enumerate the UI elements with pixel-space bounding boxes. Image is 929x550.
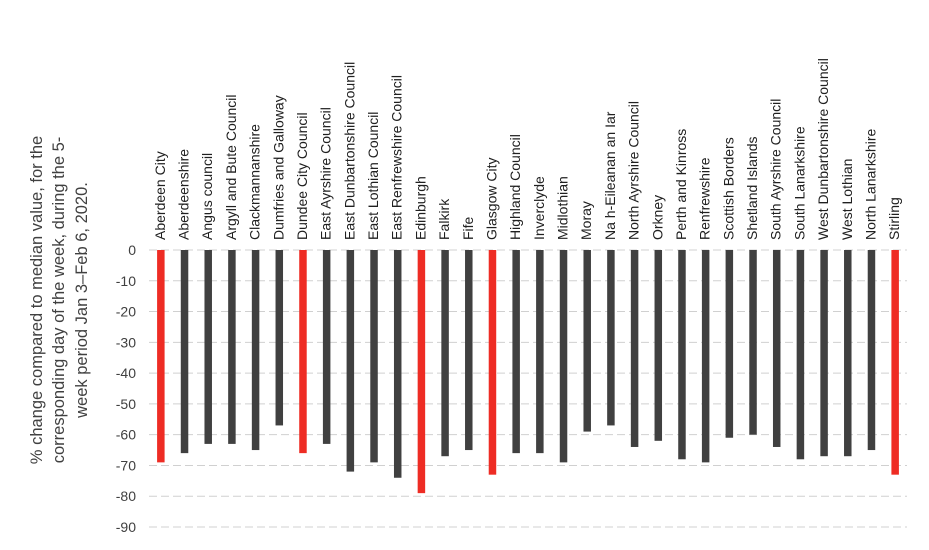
category-label: South Ayrshire Council — [768, 99, 784, 240]
bar — [370, 250, 378, 463]
category-label: Dumfries and Galloway — [270, 95, 286, 240]
y-tick-label: -30 — [116, 334, 136, 350]
bar — [465, 250, 473, 451]
bar — [701, 250, 710, 463]
category-label: Moray — [578, 201, 594, 240]
category-label: Edinburgh — [412, 176, 428, 240]
category-label: Inverclyde — [531, 176, 547, 240]
category-label: Renfrewshire — [697, 157, 713, 240]
y-axis-title-line: week period Jan 3–Feb 6, 2020. — [73, 182, 91, 419]
bar — [322, 250, 331, 444]
category-labels: Aberdeen City Aberdeenshire Angus council A… — [152, 58, 902, 240]
bar — [204, 250, 212, 444]
category-label: Stirling — [886, 197, 902, 240]
bar — [488, 250, 497, 475]
y-tick-label: -80 — [116, 488, 136, 504]
bar — [559, 250, 568, 463]
bar — [607, 250, 615, 426]
category-label: East Ayrshire Council — [318, 107, 334, 240]
bar — [346, 250, 355, 472]
category-label: Fife — [460, 216, 476, 240]
y-axis-title-line: % change compared to median value, for t… — [28, 136, 46, 464]
category-label: Angus council — [199, 153, 215, 240]
category-label: Aberdeen City — [152, 151, 168, 240]
category-label: Argyll and Bute Council — [223, 94, 239, 240]
bar — [654, 250, 663, 441]
category-label: West Dunbartonshire Council — [815, 58, 831, 240]
bar — [441, 250, 449, 457]
bar — [867, 250, 876, 451]
category-label: East Dunbartonshire Council — [341, 62, 357, 240]
category-label: Falkirk — [436, 198, 452, 240]
bar — [678, 250, 686, 460]
bar — [891, 250, 899, 475]
bar — [630, 250, 639, 447]
bar — [228, 250, 236, 444]
category-label: West Lothian — [839, 159, 855, 240]
category-label: North Ayrshire Council — [626, 101, 642, 240]
y-axis-ticks: 0 -10 -20 -30 -40 -50 -60 -70 -80 -90 — [116, 242, 136, 535]
category-label: South Lanarkshire — [791, 126, 807, 240]
category-label: Midlothian — [555, 176, 571, 240]
category-label: Dundee City Council — [294, 112, 310, 240]
bar — [157, 250, 165, 463]
bar — [251, 250, 260, 451]
y-axis-title-line: corresponding day of the week, during th… — [50, 137, 68, 464]
category-label: Scottish Borders — [720, 137, 736, 240]
category-label: East Renfrewshire Council — [389, 75, 405, 240]
category-label: Perth and Kinross — [673, 129, 689, 240]
category-label: Orkney — [649, 195, 665, 240]
category-label: North Lanarkshire — [862, 129, 878, 240]
y-tick-label: -10 — [116, 273, 136, 289]
y-tick-label: -60 — [116, 427, 136, 443]
category-label: Clackmannanshire — [247, 124, 263, 240]
bar — [299, 250, 307, 454]
gridlines — [149, 249, 907, 528]
bar — [275, 250, 284, 426]
y-tick-label: -50 — [116, 396, 136, 412]
bar — [749, 250, 757, 435]
bars — [157, 250, 899, 494]
bar — [536, 250, 544, 454]
bar — [725, 250, 734, 438]
y-tick-label: -70 — [116, 457, 136, 473]
category-label: Glasgow City — [483, 158, 499, 240]
category-label: Na h-Eileanan an Iar — [602, 111, 618, 240]
y-tick-label: -40 — [116, 365, 136, 381]
y-axis-title: % change compared to median value, for t… — [28, 136, 91, 464]
category-label: East Lothian Council — [365, 112, 381, 240]
bar — [844, 250, 852, 457]
y-tick-label: -90 — [116, 519, 136, 535]
bar — [796, 250, 805, 460]
bar — [820, 250, 828, 457]
bar — [512, 250, 520, 454]
y-tick-label: -20 — [116, 304, 136, 320]
category-label: Aberdeenshire — [176, 149, 192, 240]
y-tick-label: 0 — [128, 242, 136, 258]
bar — [772, 250, 781, 447]
bar — [417, 250, 426, 494]
bar — [180, 250, 189, 454]
category-label: Highland Council — [507, 134, 523, 240]
bar — [393, 250, 402, 478]
bar — [583, 250, 591, 432]
category-label: Shetland Islands — [744, 136, 760, 240]
